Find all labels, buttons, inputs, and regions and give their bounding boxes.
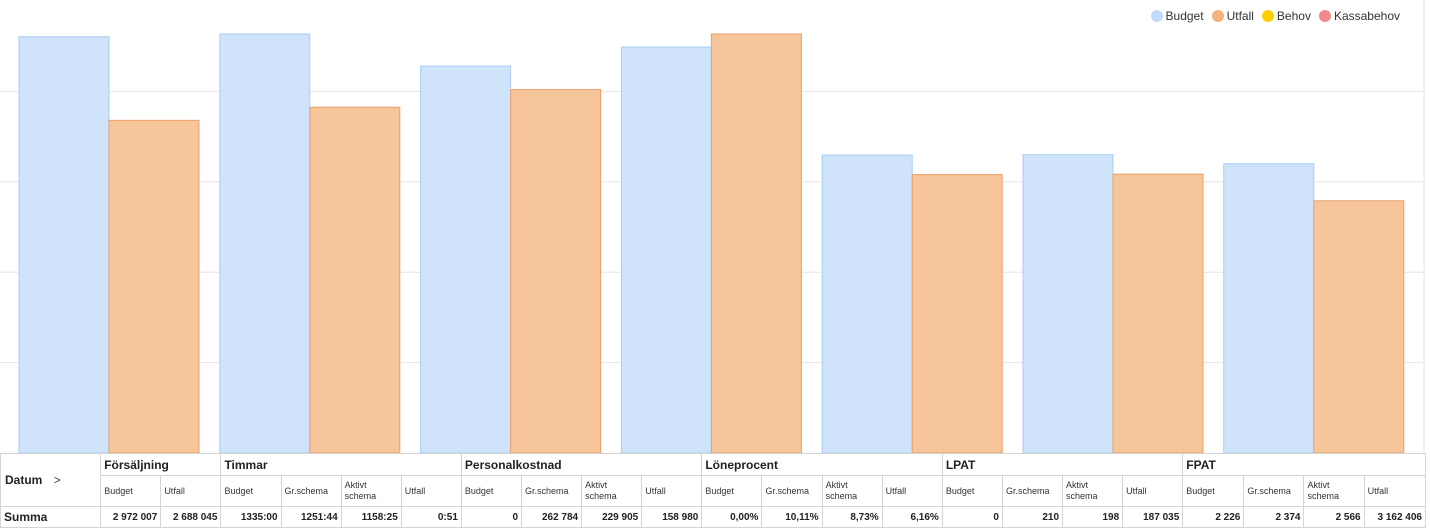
summary-cell: 2 972 007 [100,506,162,528]
summary-table: Datum > Försäljning Timmar Personalkostn… [0,453,1427,528]
column-header[interactable]: Budget [941,475,1003,507]
legend-label-behov: Behov [1276,9,1311,23]
summary-cell: 1158:25 [340,506,402,528]
summary-cell: 3 162 406 [1363,506,1427,528]
summary-cell: 0:51 [400,506,462,528]
bar-utfall-6[interactable] [1112,173,1204,453]
column-header[interactable]: Budget [460,475,523,507]
legend-dot-utfall-icon [1211,10,1224,22]
bar-utfall-5[interactable] [911,174,1003,453]
legend-dot-behov-icon [1261,10,1274,22]
summary-cell: 262 784 [520,506,583,528]
bar-budget-2[interactable] [219,33,311,453]
summary-cell: 0 [460,506,523,528]
summary-cell: 2 374 [1243,506,1305,528]
summary-cell: 2 688 045 [160,506,222,528]
column-header[interactable]: Utfall [881,475,943,507]
summary-cell: 2 226 [1182,506,1245,528]
bar-chart [0,0,1425,453]
column-header[interactable]: Gr.schema [761,475,823,507]
datum-label: Datum [5,473,43,487]
summary-cell: 1335:00 [220,506,282,528]
summary-cell: 210 [1001,506,1064,528]
bar-utfall-3[interactable] [510,89,602,453]
column-header[interactable]: Aktivt schema [340,475,402,507]
column-header[interactable]: Gr.schema [1001,475,1064,507]
chart-legend: Budget Utfall Behov Kassabehov [1150,9,1400,23]
bar-utfall-2[interactable] [309,106,401,453]
column-header[interactable]: Utfall [1122,475,1184,507]
column-header[interactable]: Utfall [1363,475,1427,507]
column-header[interactable]: Aktivt schema [581,475,643,507]
summary-cell: 229 905 [581,506,643,528]
summary-label: Summa [0,506,102,528]
summary-cell: 158 980 [641,506,703,528]
column-header[interactable]: Gr.schema [280,475,342,507]
column-header[interactable]: Utfall [400,475,462,507]
bar-budget-3[interactable] [420,65,512,453]
legend-label-kassabehov: Kassabehov [1333,9,1400,23]
column-header[interactable]: Budget [1182,475,1245,507]
column-header[interactable]: Gr.schema [520,475,583,507]
subheader-row: Budget Utfall Budget Gr.schema Aktivt schema… [1,475,1427,507]
column-header[interactable]: Utfall [641,475,703,507]
summary-cell: 0 [941,506,1003,528]
column-header[interactable]: Aktivt schema [1062,475,1124,507]
bar-budget-5[interactable] [821,154,913,453]
summary-cell: 2 566 [1303,506,1365,528]
summary-cell: 198 [1062,506,1124,528]
legend-item-kassabehov[interactable]: Kassabehov [1318,9,1400,23]
group-header-personalkostnad: Personalkostnad [460,453,703,476]
summary-cell: 1251:44 [280,506,342,528]
group-header-lpat: LPAT [941,453,1184,476]
column-header[interactable]: Budget [220,475,282,507]
group-header-timmar: Timmar [220,453,462,476]
bar-budget-6[interactable] [1022,154,1114,453]
group-header-loneprocent: Löneprocent [701,453,943,476]
bar-budget-7[interactable] [1223,163,1315,453]
legend-label-utfall: Utfall [1226,9,1254,23]
summary-row: Summa 2 972 007 2 688 045 1335:00 1251:44 11… [0,506,1427,528]
chart-area [0,0,1425,453]
legend-dot-budget-icon [1150,10,1163,22]
legend-dot-kassabehov-icon [1318,10,1331,22]
summary-cell: 187 035 [1122,506,1184,528]
column-header[interactable]: Utfall [160,475,222,507]
summary-cell: 8,73% [821,506,883,528]
datum-header[interactable]: Datum > [0,453,102,507]
group-header-forsaljning: Försäljning [100,453,222,476]
legend-item-budget[interactable]: Budget [1150,9,1204,23]
bar-utfall-1[interactable] [108,119,200,453]
column-header[interactable]: Budget [701,475,763,507]
group-header-fpat: FPAT [1182,453,1426,476]
column-header[interactable]: Aktivt schema [1303,475,1365,507]
legend-item-utfall[interactable]: Utfall [1211,9,1254,23]
chevron-right-icon[interactable]: > [53,473,61,487]
column-header[interactable]: Gr.schema [1243,475,1305,507]
legend-label-budget: Budget [1165,9,1204,23]
group-header-row: Datum > Försäljning Timmar Personalkostn… [0,453,1426,507]
bar-utfall-7[interactable] [1313,200,1405,453]
legend-item-behov[interactable]: Behov [1261,9,1311,23]
column-header[interactable]: Aktivt schema [821,475,883,507]
bar-budget-1[interactable] [18,36,110,453]
bar-utfall-4[interactable] [710,33,802,453]
column-header[interactable]: Budget [100,475,162,507]
bar-budget-4[interactable] [620,46,712,453]
summary-cell: 6,16% [881,506,943,528]
summary-cell: 0,00% [701,506,763,528]
summary-cell: 10,11% [761,506,823,528]
